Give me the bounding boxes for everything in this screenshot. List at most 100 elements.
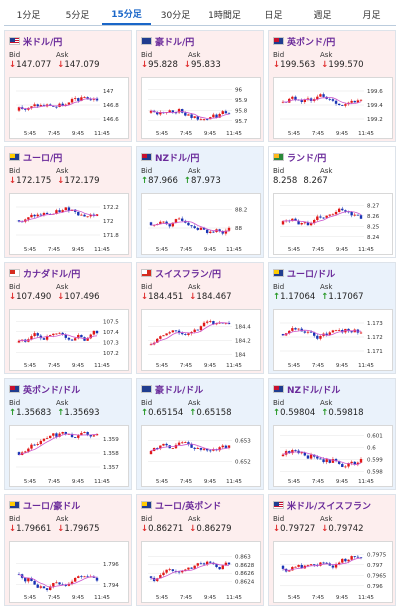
rate-card[interactable]: スイスフラン/円 Bid Ask ↓184.451 ↓184.467 184.4 184.2… xyxy=(136,262,264,374)
pair-name-link[interactable]: ユーロ/円 xyxy=(23,153,63,164)
x-tick-label: 9:45 xyxy=(336,363,349,369)
candlestick-chart[interactable]: 1.173 1.172 1.171 5:45 7:45 9:45 11:45 xyxy=(273,309,393,371)
candle-body xyxy=(309,564,313,566)
candle-body xyxy=(58,433,61,437)
rate-card[interactable]: 米ドル/スイスフラン Bid Ask ↓0.79727 ↓0.79742 0.7975 0.… xyxy=(268,494,396,606)
rate-card[interactable]: 英ポンド/ドル Bid Ask ↑1.35683 ↑1.35693 1.359 1.358 1… xyxy=(4,378,132,490)
candlestick-chart[interactable]: 96 95.9 95.8 95.7 5:45 7:45 9:45 11:45 xyxy=(141,77,261,139)
rate-card[interactable]: NZドル/ドル Bid Ask ↑0.59804 ↑0.59818 0.601 0.6 0.5… xyxy=(268,378,396,490)
rate-card[interactable]: 豪ドル/ドル Bid Ask ↑0.65154 ↑0.65158 0.653 0.652 5:… xyxy=(136,378,264,490)
x-tick-label: 11:45 xyxy=(358,595,374,601)
tab-timeframe[interactable]: 1分足 xyxy=(16,11,41,21)
rate-card[interactable]: 豪ドル/円 Bid Ask ↓95.828 ↓95.833 96 95.9 95.8 95.7 5… xyxy=(136,30,264,142)
pair-name-link[interactable]: 米ドル/円 xyxy=(23,37,63,48)
candle-body xyxy=(306,331,310,333)
candle-body xyxy=(209,231,212,233)
candle-body xyxy=(331,565,335,568)
candlestick-chart[interactable]: 172.2 172 171.8 5:45 7:45 9:45 11:45 xyxy=(9,193,129,255)
candle-body xyxy=(30,578,33,582)
candle-body xyxy=(52,333,55,336)
candle-body xyxy=(33,581,36,585)
tab-timeframe[interactable]: 5分足 xyxy=(65,11,90,21)
rate-card[interactable]: NZドル/円 Bid Ask ↑87.966 ↑87.973 88.2 88 5:45 7:45… xyxy=(136,146,264,258)
pair-name-link[interactable]: NZドル/円 xyxy=(155,153,200,164)
candle-body xyxy=(209,450,212,452)
moving-average-line xyxy=(282,557,362,571)
moving-average-line xyxy=(18,573,98,588)
pair-name-link[interactable]: スイスフラン/円 xyxy=(155,269,222,280)
candle-body xyxy=(95,577,99,581)
rate-card[interactable]: 英ポンド/円 Bid Ask ↓199.563 ↓199.570 199.6 199.4 19… xyxy=(268,30,396,142)
candlestick-chart[interactable]: 147 146.8 146.6 5:45 7:45 9:45 11:45 xyxy=(9,77,129,139)
rate-card[interactable]: ユーロ/豪ドル Bid Ask ↓1.79661 ↓1.79675 1.796 1.794 5… xyxy=(4,494,132,606)
x-tick-label: 9:45 xyxy=(72,363,85,369)
candlestick-chart[interactable]: 184.4 184.2 184 5:45 7:45 9:45 11:45 xyxy=(141,309,261,371)
candle-body xyxy=(73,338,77,341)
x-tick-label: 11:45 xyxy=(94,595,110,601)
pair-name-link[interactable]: カナダドル/円 xyxy=(23,269,81,280)
candlestick-chart[interactable]: 1.359 1.358 1.357 5:45 7:45 9:45 11:45 xyxy=(9,425,129,487)
candle-body xyxy=(205,448,209,451)
price-row: ↑1.35683 ↑1.35693 xyxy=(9,408,106,418)
candle-body xyxy=(328,459,331,463)
tab-timeframe[interactable]: 日足 xyxy=(264,11,283,21)
candle-body xyxy=(322,562,325,564)
candle-body xyxy=(89,214,92,217)
arrow-down-icon: ↓ xyxy=(183,60,191,70)
pair-name-link[interactable]: 豪ドル/ドル xyxy=(155,385,204,396)
pair-name-link[interactable]: 豪ドル/円 xyxy=(155,37,195,48)
candle-body xyxy=(58,210,61,212)
y-tick-label: 0.652 xyxy=(235,459,251,465)
pair-name-link[interactable]: ユーロ/ドル xyxy=(287,269,336,280)
pair-name-link[interactable]: 米ドル/スイスフラン xyxy=(287,501,372,512)
candle-body xyxy=(291,566,294,571)
candle-body xyxy=(288,330,291,334)
candlestick-chart[interactable]: 0.863 0.8628 0.8626 0.8624 5:45 7:45 9:45 11:45 xyxy=(141,541,261,603)
candle-body xyxy=(224,562,228,566)
x-tick-label: 7:45 xyxy=(48,595,61,601)
candlestick-chart[interactable]: 107.5 107.4 107.3 107.2 5:45 7:45 9:45 11:45 xyxy=(9,309,129,371)
tab-timeframe[interactable]: 1時間足 xyxy=(208,11,241,21)
candlestick-chart[interactable]: 88.2 88 5:45 7:45 9:45 11:45 xyxy=(141,193,261,255)
tab-timeframe[interactable]: 30分足 xyxy=(160,11,191,21)
arrow-down-icon: ↓ xyxy=(57,292,65,302)
candlestick-chart[interactable]: 0.653 0.652 5:45 7:45 9:45 11:45 xyxy=(141,425,261,487)
candle-body xyxy=(202,227,206,230)
pair-name-link[interactable]: 英ポンド/ドル xyxy=(23,385,81,396)
candlestick-chart[interactable]: 8.27 8.26 8.25 8.24 5:45 7:45 9:45 11:45 xyxy=(273,193,393,255)
candle-body xyxy=(70,339,74,341)
candle-body xyxy=(193,226,196,229)
rate-card[interactable]: カナダドル/円 Bid Ask ↓107.490 ↓107.496 107.5 107.4 1… xyxy=(4,262,132,374)
y-tick-label: 0.601 xyxy=(367,434,383,440)
candlestick-chart[interactable]: 0.601 0.6 0.599 0.598 5:45 7:45 9:45 11:45 xyxy=(273,425,393,487)
candlestick-chart[interactable]: 1.796 1.794 5:45 7:45 9:45 11:45 xyxy=(9,541,129,603)
tab-timeframe[interactable]: 月足 xyxy=(362,11,381,21)
uk-flag-icon xyxy=(273,37,284,45)
pair-name-link[interactable]: ランド/円 xyxy=(287,153,327,164)
candle-body xyxy=(52,582,55,587)
pair-name-link[interactable]: 英ポンド/円 xyxy=(287,37,336,48)
tab-timeframe[interactable]: 15分足 xyxy=(102,4,151,25)
price-row: ↑1.17064 ↑1.17067 xyxy=(273,292,370,302)
candlestick-chart[interactable]: 0.7975 0.797 0.7965 0.796 5:45 7:45 9:45 11:45 xyxy=(273,541,393,603)
pair-name-link[interactable]: ユーロ/豪ドル xyxy=(23,501,81,512)
candle-body xyxy=(168,569,171,571)
rate-card[interactable]: ユーロ/円 Bid Ask ↓172.175 ↓172.179 172.2 172 171.8… xyxy=(4,146,132,258)
rate-card[interactable]: 米ドル/円 Bid Ask ↓147.077 ↓147.079 147 146.8 146.6… xyxy=(4,30,132,142)
pair-name-link[interactable]: NZドル/ドル xyxy=(287,385,341,396)
pair-header: ユーロ/ドル xyxy=(273,267,393,280)
x-tick-label: 11:45 xyxy=(94,131,110,137)
rate-card[interactable]: ユーロ/ドル Bid Ask ↑1.17064 ↑1.17067 1.173 1.172 1.… xyxy=(268,262,396,374)
y-tick-label: 96 xyxy=(235,87,242,93)
price-row: ↓184.451 ↓184.467 xyxy=(141,292,238,302)
rate-card[interactable]: ランド/円 Bid Ask 8.258 8.267 8.27 8.26 8.25 8.24 5:4… xyxy=(268,146,396,258)
pair-name-link[interactable]: ユーロ/英ポンド xyxy=(155,501,222,512)
tab-timeframe[interactable]: 週足 xyxy=(313,11,332,21)
price-row: ↑0.65154 ↑0.65158 xyxy=(141,408,238,418)
candlestick-chart[interactable]: 199.6 199.4 199.2 5:45 7:45 9:45 11:45 xyxy=(273,77,393,139)
candle-body xyxy=(300,452,303,454)
bid-label: Bid xyxy=(141,283,153,291)
candle-body xyxy=(316,456,319,459)
candle-body xyxy=(64,432,67,435)
rate-card[interactable]: ユーロ/英ポンド Bid Ask ↓0.86271 ↓0.86279 0.863 0.862… xyxy=(136,494,264,606)
